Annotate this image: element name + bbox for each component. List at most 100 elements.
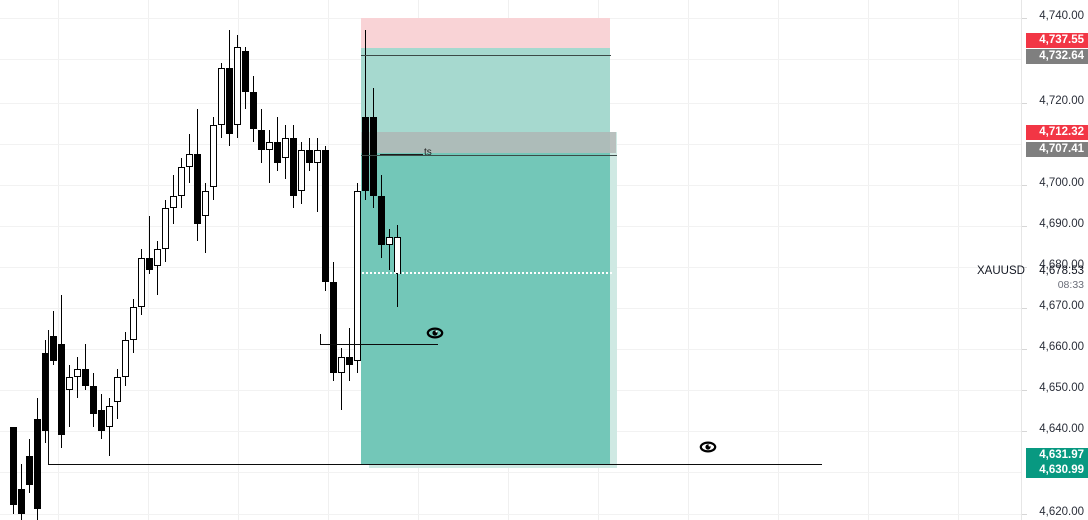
candle-body xyxy=(26,455,33,485)
candle-body xyxy=(50,336,57,361)
candle-body xyxy=(314,150,321,163)
price-tick-label: 4,680.00 xyxy=(1039,259,1084,271)
price-pill-entry-high[interactable]: 4,712.32 xyxy=(1026,125,1088,140)
support-hline[interactable] xyxy=(48,464,822,465)
vertical-gridline xyxy=(958,0,959,520)
ts-pointer-line xyxy=(380,154,423,155)
symbol-label[interactable]: XAUUSD xyxy=(977,265,1025,277)
candle-body xyxy=(354,191,361,361)
candle-body xyxy=(186,154,193,167)
candle-body xyxy=(34,418,41,510)
candle-body xyxy=(290,137,297,196)
candle-body xyxy=(178,166,185,196)
candle-body xyxy=(298,150,305,192)
candle-wick xyxy=(365,30,366,200)
candle-body xyxy=(322,150,329,283)
eye-visibility-eye-icon-lower[interactable] xyxy=(699,438,717,456)
vertical-gridline xyxy=(688,0,689,520)
candle-wick xyxy=(77,356,78,398)
candle-body xyxy=(226,67,233,134)
lower-hline[interactable] xyxy=(320,344,438,345)
price-pill-stop-low[interactable]: 4,732.64 xyxy=(1026,49,1088,64)
horizontal-gridline xyxy=(0,514,1022,515)
price-tick-dash xyxy=(1022,514,1027,515)
price-scale[interactable]: 4,740.00 4,720.00 4,700.00 4,690.00 4,680.00… xyxy=(1021,0,1088,520)
candle-body xyxy=(330,282,337,374)
candle-body xyxy=(266,141,273,151)
price-pill-target-high[interactable]: 4,631.97 xyxy=(1026,448,1088,463)
profit-zone-lower[interactable] xyxy=(361,152,610,465)
candle-body xyxy=(10,426,17,506)
entry-zone[interactable] xyxy=(361,132,616,153)
candle-body xyxy=(42,352,49,431)
candle-body xyxy=(82,369,89,386)
price-tick-dash xyxy=(1022,18,1027,19)
price-tick-dash xyxy=(1022,226,1027,227)
price-tick-dash xyxy=(1022,349,1027,350)
price-pill-target-low[interactable]: 4,630.99 xyxy=(1026,463,1088,478)
last-price-value: 4,678.53 xyxy=(1039,265,1084,277)
candle-wick xyxy=(317,137,318,213)
price-tick-dash xyxy=(1022,431,1027,432)
candle-body xyxy=(58,344,65,436)
candle-body xyxy=(122,340,129,378)
candle-body xyxy=(346,356,353,365)
candle-body xyxy=(218,67,225,126)
price-tick-dash xyxy=(1022,103,1027,104)
vertical-gridline xyxy=(238,0,239,520)
candle-body xyxy=(66,377,73,390)
horizontal-gridline xyxy=(0,472,1022,473)
price-tick-label: 4,720.00 xyxy=(1039,95,1084,107)
candle-body xyxy=(234,46,241,126)
candle-body xyxy=(146,257,153,270)
candle-body xyxy=(274,141,281,163)
price-tick-dash xyxy=(1022,308,1027,309)
candle-wick xyxy=(69,364,70,427)
price-tick-dash xyxy=(1022,390,1027,391)
price-tick-label: 4,700.00 xyxy=(1039,177,1084,189)
candle-body xyxy=(106,406,113,427)
candle-wick xyxy=(85,344,86,390)
candle-body xyxy=(282,137,289,159)
candle-body xyxy=(138,257,145,308)
price-tick-label: 4,640.00 xyxy=(1039,423,1084,435)
price-tick-label: 4,650.00 xyxy=(1039,382,1084,394)
candle-body xyxy=(386,236,393,246)
candle-body xyxy=(370,117,377,196)
stop-loss-zone[interactable] xyxy=(361,18,610,49)
candle-body xyxy=(194,154,201,225)
vertical-gridline xyxy=(58,0,59,520)
ts-annotation-label[interactable]: ts xyxy=(424,147,432,158)
price-tick-label: 4,670.00 xyxy=(1039,300,1084,312)
price-pill-stop-high[interactable]: 4,737.55 xyxy=(1026,33,1088,48)
candle-wick xyxy=(205,183,206,254)
stop-line[interactable] xyxy=(361,55,611,56)
price-tick-label: 4,690.00 xyxy=(1039,218,1084,230)
support-connector xyxy=(48,330,49,464)
price-tick-label: 4,620.00 xyxy=(1039,506,1084,518)
candle-wick xyxy=(109,397,110,456)
price-tick-label: 4,740.00 xyxy=(1039,10,1084,22)
candle-body xyxy=(250,92,257,130)
price-tick-dash xyxy=(1022,185,1027,186)
candle-body xyxy=(306,150,313,163)
candle-wick xyxy=(389,228,390,270)
eye-visibility-eye-icon-upper[interactable] xyxy=(426,324,444,342)
vertical-gridline xyxy=(778,0,779,520)
price-tick-dash xyxy=(1022,267,1027,268)
target-line[interactable] xyxy=(362,272,612,274)
candle-body xyxy=(154,249,161,266)
entry-line[interactable] xyxy=(361,155,617,156)
candle-body xyxy=(242,51,249,93)
candle-body xyxy=(210,125,217,188)
level-connector xyxy=(320,334,321,345)
price-tick-label: 4,660.00 xyxy=(1039,341,1084,353)
candle-body xyxy=(162,207,169,250)
candle-body xyxy=(202,191,209,217)
candle-wick xyxy=(349,327,350,382)
vertical-gridline xyxy=(868,0,869,520)
candle-body xyxy=(74,369,81,378)
price-pill-entry-low[interactable]: 4,707.41 xyxy=(1026,142,1088,157)
chart-plot-area[interactable]: ts xyxy=(0,0,1022,520)
